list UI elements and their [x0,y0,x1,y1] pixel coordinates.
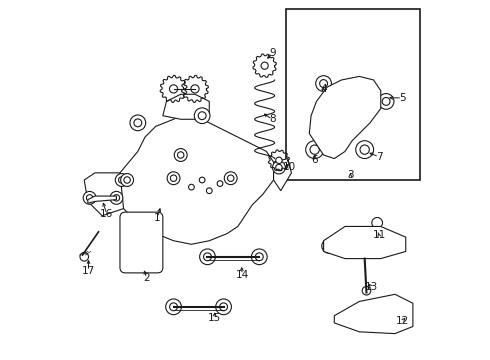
Polygon shape [117,116,273,244]
Polygon shape [163,94,209,119]
FancyBboxPatch shape [120,212,163,273]
Circle shape [360,145,369,154]
Circle shape [199,177,205,183]
Circle shape [216,299,231,315]
Text: 17: 17 [82,266,95,276]
Circle shape [86,195,93,201]
Text: 12: 12 [395,316,409,326]
Circle shape [382,98,390,105]
Circle shape [140,249,143,253]
Circle shape [217,181,223,186]
Circle shape [261,62,268,69]
Text: 15: 15 [208,312,221,323]
Text: 11: 11 [372,230,386,240]
Circle shape [130,115,146,131]
Text: 13: 13 [365,282,378,292]
Text: 4: 4 [320,84,327,94]
Circle shape [276,164,282,171]
Circle shape [251,249,267,265]
Circle shape [276,157,282,163]
Circle shape [119,177,125,183]
Circle shape [115,174,128,186]
Circle shape [378,94,394,109]
Circle shape [80,252,89,261]
Circle shape [206,188,212,194]
Text: 16: 16 [100,209,113,219]
Circle shape [203,253,211,261]
Circle shape [189,184,194,190]
Text: 1: 1 [154,212,161,222]
Polygon shape [273,158,292,191]
Circle shape [124,177,130,183]
Circle shape [139,242,144,247]
Circle shape [322,239,336,253]
Circle shape [306,141,323,158]
Circle shape [319,80,327,87]
Circle shape [199,249,215,265]
Circle shape [377,239,384,246]
Text: 14: 14 [236,270,249,280]
Bar [286,9,420,180]
Text: 10: 10 [283,162,296,172]
Circle shape [113,195,120,201]
Text: 5: 5 [399,93,406,103]
Text: 8: 8 [269,114,276,124]
Circle shape [316,76,331,91]
Circle shape [374,236,387,249]
Circle shape [336,107,350,121]
Circle shape [167,172,180,185]
Circle shape [220,303,227,311]
Circle shape [272,161,285,174]
Circle shape [198,112,206,120]
Polygon shape [84,173,123,216]
Circle shape [227,175,234,181]
Circle shape [353,309,362,319]
Circle shape [393,305,411,323]
Text: 9: 9 [269,48,276,58]
Circle shape [177,152,184,158]
Polygon shape [323,226,406,258]
Circle shape [255,253,263,261]
Circle shape [170,85,178,93]
Circle shape [139,227,144,233]
Text: 6: 6 [311,156,318,165]
Polygon shape [88,196,117,203]
Circle shape [191,85,199,93]
Text: 7: 7 [376,152,382,162]
Text: 2: 2 [144,273,150,283]
Circle shape [362,287,371,295]
Circle shape [166,299,181,315]
Circle shape [121,174,134,186]
Circle shape [134,119,142,127]
Polygon shape [334,294,413,334]
Circle shape [83,192,96,204]
Circle shape [171,175,177,181]
Circle shape [325,243,333,249]
Circle shape [329,100,358,128]
Circle shape [348,305,367,323]
Circle shape [372,217,383,228]
Circle shape [194,108,210,123]
Polygon shape [309,76,381,158]
Circle shape [398,310,407,318]
Circle shape [110,192,123,204]
Text: 3: 3 [347,170,354,180]
Circle shape [356,141,373,158]
Circle shape [170,303,177,311]
Circle shape [310,145,319,154]
Circle shape [174,149,187,161]
Circle shape [224,172,237,185]
